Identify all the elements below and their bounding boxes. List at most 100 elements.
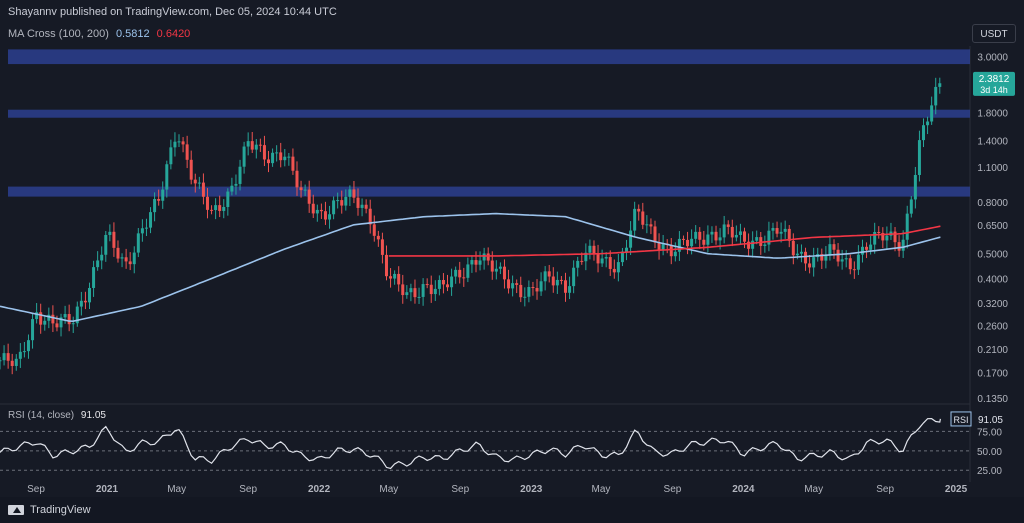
candle-body bbox=[441, 279, 445, 285]
candle-body bbox=[287, 156, 291, 158]
y-tick-8: 0.3200 bbox=[977, 299, 1008, 310]
tradingview-brand[interactable]: TradingView bbox=[8, 504, 91, 516]
candle-body bbox=[157, 199, 161, 201]
candle-body bbox=[437, 279, 441, 289]
indicator-legend[interactable]: MA Cross (100, 200) 0.5812 0.6420 bbox=[8, 28, 190, 40]
candle-body bbox=[348, 189, 352, 197]
candle-body bbox=[799, 251, 803, 254]
candle-body bbox=[189, 159, 193, 180]
x-tick-2: May bbox=[167, 484, 186, 495]
candle-body bbox=[250, 141, 254, 150]
candle-body bbox=[559, 279, 563, 281]
candle-body bbox=[808, 263, 812, 268]
candle-body bbox=[258, 144, 262, 146]
y-tick-4: 0.8000 bbox=[977, 198, 1008, 209]
candle-body bbox=[694, 231, 698, 239]
candle-body bbox=[881, 232, 885, 241]
candle-body bbox=[352, 189, 356, 198]
candle-body bbox=[791, 240, 795, 256]
y-tick-2: 1.4000 bbox=[977, 136, 1008, 147]
candle-body bbox=[205, 196, 209, 210]
rsi-legend[interactable]: RSI (14, close) 91.05 bbox=[8, 410, 106, 421]
candle-body bbox=[246, 141, 250, 147]
candle-body bbox=[332, 200, 336, 215]
candle-body bbox=[938, 83, 942, 87]
tradingview-logo-icon bbox=[8, 505, 24, 515]
x-tick-7: 2023 bbox=[520, 484, 543, 495]
candle-body bbox=[527, 287, 531, 297]
candle-body bbox=[230, 185, 234, 192]
candle-body bbox=[568, 286, 572, 293]
candle-body bbox=[433, 288, 437, 295]
candle-body bbox=[523, 296, 527, 298]
candle-body bbox=[181, 141, 185, 145]
candle-body bbox=[645, 224, 649, 226]
candle-body bbox=[722, 224, 726, 238]
indicator-name: MA Cross (100, 200) bbox=[8, 28, 109, 40]
candle-body bbox=[783, 228, 787, 232]
candle-body bbox=[515, 283, 519, 285]
candle-body bbox=[311, 203, 315, 214]
candle-body bbox=[136, 233, 140, 253]
currency-button[interactable]: USDT bbox=[972, 24, 1016, 43]
candle-body bbox=[726, 224, 730, 227]
candle-body bbox=[706, 234, 710, 245]
footer-bar bbox=[0, 497, 1024, 523]
x-tick-8: May bbox=[591, 484, 610, 495]
candle-body bbox=[641, 211, 645, 225]
candle-body bbox=[738, 231, 742, 235]
candle-body bbox=[478, 260, 482, 265]
candle-body bbox=[43, 320, 47, 325]
candle-body bbox=[637, 208, 641, 212]
rsi-line bbox=[0, 417, 941, 470]
candle-body bbox=[149, 212, 153, 228]
candle-body bbox=[905, 213, 909, 240]
candle-body bbox=[177, 141, 181, 143]
candle-body bbox=[669, 244, 673, 257]
candle-body bbox=[63, 314, 67, 318]
candle-body bbox=[828, 244, 832, 256]
candle-body bbox=[18, 351, 22, 359]
candle-body bbox=[197, 182, 201, 184]
candle-body bbox=[897, 242, 901, 251]
candle-body bbox=[303, 189, 307, 191]
candle-body bbox=[144, 227, 148, 229]
price-chart[interactable]: 3.0000 1.8000 1.4000 1.1000 0.8000 0.6500 0.50… bbox=[0, 0, 1024, 497]
candle-body bbox=[417, 296, 421, 298]
candle-body bbox=[751, 240, 755, 249]
candle-body bbox=[51, 314, 55, 324]
y-tick-0: 3.0000 bbox=[977, 52, 1008, 63]
rsi-level-75: 75.00 bbox=[977, 427, 1002, 438]
candle-body bbox=[486, 253, 490, 261]
candle-body bbox=[83, 300, 87, 303]
candle-body bbox=[653, 226, 657, 243]
candle-body bbox=[307, 189, 311, 204]
candle-body bbox=[376, 235, 380, 240]
candle-body bbox=[242, 146, 246, 167]
candle-body bbox=[763, 244, 767, 246]
candle-body bbox=[291, 156, 295, 171]
candle-body bbox=[161, 189, 165, 201]
candle-body bbox=[633, 208, 637, 231]
candle-body bbox=[450, 276, 454, 288]
candle-body bbox=[254, 144, 258, 150]
candle-body bbox=[413, 288, 417, 298]
candle-body bbox=[547, 271, 551, 277]
candle-body bbox=[600, 258, 604, 264]
y-tick-7: 0.4000 bbox=[977, 274, 1008, 285]
supply-zone-3 bbox=[8, 186, 970, 197]
candle-body bbox=[356, 197, 360, 208]
candle-body bbox=[0, 360, 2, 362]
candle-body bbox=[55, 323, 59, 328]
candle-body bbox=[271, 152, 275, 164]
supply-zone-2 bbox=[8, 109, 970, 118]
candle-body bbox=[779, 231, 783, 234]
candle-body bbox=[466, 264, 470, 278]
y-tick-3: 1.1000 bbox=[977, 163, 1008, 174]
candle-body bbox=[775, 228, 779, 234]
candle-body bbox=[372, 224, 376, 236]
candle-body bbox=[275, 152, 279, 154]
candle-body bbox=[397, 273, 401, 285]
candle-body bbox=[795, 253, 799, 256]
candle-body bbox=[360, 204, 364, 208]
